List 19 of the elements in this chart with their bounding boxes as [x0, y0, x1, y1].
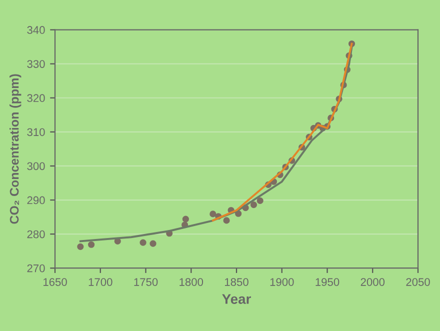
x-tick-label: 1800	[180, 278, 204, 286]
y-tick-label: 290	[27, 196, 45, 204]
x-tick-label: 2050	[406, 278, 430, 286]
y-tick-label: 320	[27, 94, 45, 102]
x-tick-label: 2000	[360, 278, 385, 286]
y-tick-label: 270	[27, 264, 45, 272]
x-axis-title: Year	[222, 294, 251, 304]
x-tick-label: 1950	[316, 278, 340, 286]
y-tick-label: 310	[27, 128, 45, 136]
y-tick-label: 340	[27, 26, 45, 34]
x-tick-label: 1700	[88, 278, 112, 286]
x-tick-label: 1850	[224, 278, 248, 286]
y-tick-label: 330	[27, 60, 45, 68]
y-tick-label: 280	[27, 230, 45, 238]
x-tick-label: 1900	[270, 278, 294, 286]
y-axis-title: CO₂ Concentration (ppm)	[10, 74, 22, 224]
y-tick-label: 300	[27, 162, 45, 170]
x-tick-label: 1750	[134, 278, 158, 286]
x-tick-label: 1650	[43, 278, 67, 286]
